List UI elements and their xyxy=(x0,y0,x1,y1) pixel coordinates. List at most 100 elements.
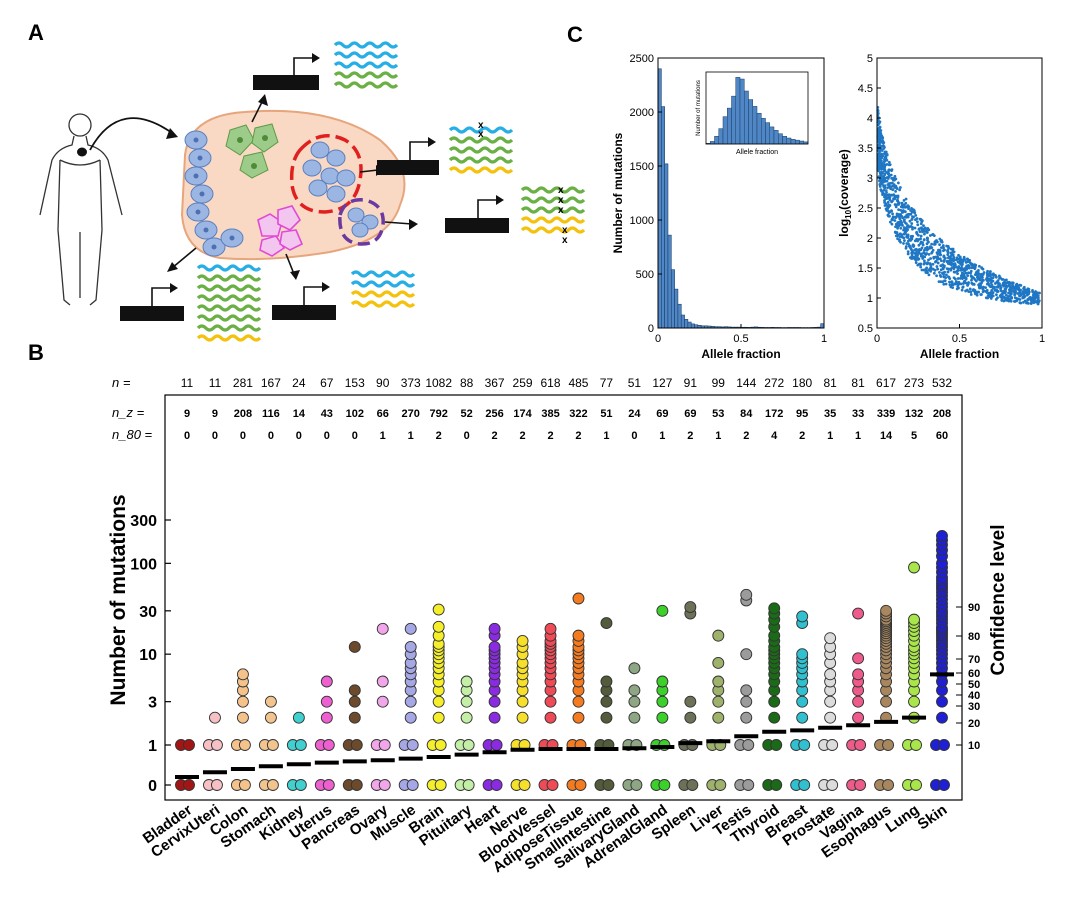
scatter-point xyxy=(996,296,999,300)
scatter-point xyxy=(1030,296,1034,300)
data-point xyxy=(460,695,473,708)
scatter-point xyxy=(884,207,888,211)
scatter-point xyxy=(974,292,977,296)
scatter-point xyxy=(1035,293,1039,297)
n-value: 81 xyxy=(823,376,837,390)
scatter-point xyxy=(913,248,917,252)
purple-clone-wave xyxy=(520,186,586,194)
panel-label-c: C xyxy=(567,22,583,47)
data-point xyxy=(658,779,671,791)
nz-value: 52 xyxy=(461,408,473,420)
scatter-point xyxy=(992,273,996,277)
data-point xyxy=(824,632,837,645)
scatter-point xyxy=(962,281,966,285)
y-tick-label: 5 xyxy=(867,53,873,65)
scatter-point xyxy=(970,266,974,270)
data-point xyxy=(294,739,307,751)
scatter-point xyxy=(963,267,967,270)
data-point xyxy=(882,779,895,791)
scatter-point xyxy=(898,238,902,242)
data-point xyxy=(770,779,783,791)
scatter-point xyxy=(925,245,929,249)
scatter-point xyxy=(968,287,972,291)
scatter-point xyxy=(881,164,885,168)
scatter-point xyxy=(964,271,968,275)
inset-bar xyxy=(752,106,758,145)
scatter-point xyxy=(1021,296,1025,300)
data-point xyxy=(236,711,249,724)
scatter-point xyxy=(954,282,958,286)
scatter-point xyxy=(913,255,917,259)
nz-value: 208 xyxy=(933,408,951,420)
scatter-point xyxy=(882,175,886,179)
top-wave xyxy=(333,81,399,89)
scatter-point xyxy=(1009,292,1013,296)
scatter-point xyxy=(892,183,896,187)
scatter-point xyxy=(1023,288,1027,292)
scatter-point xyxy=(1027,292,1031,296)
scatter-point xyxy=(1000,297,1004,301)
scatter-point xyxy=(941,244,945,247)
scatter-point xyxy=(945,267,949,270)
scatter-point xyxy=(880,139,884,143)
scatter-point xyxy=(896,198,899,202)
data-point xyxy=(628,711,641,724)
scatter-point xyxy=(911,250,915,254)
scatter-point xyxy=(942,258,946,262)
scatter-point xyxy=(920,220,924,224)
data-point xyxy=(266,779,279,791)
scatter-point xyxy=(904,197,908,201)
expression-block-bottom xyxy=(272,282,336,320)
scatter-point xyxy=(899,205,903,209)
scatter-point xyxy=(1001,281,1005,285)
scatter-point xyxy=(910,217,914,221)
data-point xyxy=(684,601,697,614)
scatter-point xyxy=(950,283,954,287)
scatter-point xyxy=(911,234,915,238)
scatter-point xyxy=(894,186,898,190)
scatter-point xyxy=(893,219,897,222)
data-point xyxy=(796,711,809,724)
top-wave xyxy=(333,61,399,69)
data-point xyxy=(238,779,251,791)
nz-value: 53 xyxy=(712,408,724,420)
scatter-point xyxy=(898,214,902,218)
scatter-point xyxy=(944,282,948,286)
scatter-point xyxy=(939,239,943,243)
red-clone-wave xyxy=(448,146,514,154)
scatter-point xyxy=(887,169,891,173)
scatter-point xyxy=(922,262,926,266)
n80-value: 1 xyxy=(380,430,386,442)
scatter-point xyxy=(905,227,909,231)
scatter-point xyxy=(889,173,893,177)
scatter-point xyxy=(976,276,980,279)
data-point xyxy=(516,695,529,708)
data-point xyxy=(628,662,641,675)
scatter-point xyxy=(917,249,921,253)
scatter-point xyxy=(893,178,896,182)
purple-clone-wave xyxy=(520,216,586,224)
inset-bar xyxy=(782,136,787,145)
expression-block-red xyxy=(377,137,439,175)
scatter-point xyxy=(1031,290,1034,294)
scatter-point xyxy=(959,274,963,278)
top-wave xyxy=(333,71,399,79)
scatter-point xyxy=(939,280,943,284)
mutation-mark-icon: x xyxy=(478,129,484,140)
inset-bar xyxy=(790,139,796,145)
histogram-bar xyxy=(680,314,685,329)
histogram-bar xyxy=(664,163,669,329)
scatter-point xyxy=(940,246,943,250)
data-point xyxy=(320,695,333,708)
scatter-point xyxy=(908,219,912,223)
scatter-point xyxy=(1004,283,1008,287)
inset-bar xyxy=(795,139,800,145)
y-label-log: log xyxy=(837,219,851,237)
scatter-point xyxy=(915,250,918,254)
scatter-point xyxy=(902,232,906,236)
scatter-point xyxy=(925,242,929,246)
scatter-point xyxy=(878,149,882,152)
data-point xyxy=(712,675,725,688)
data-point xyxy=(236,668,249,681)
